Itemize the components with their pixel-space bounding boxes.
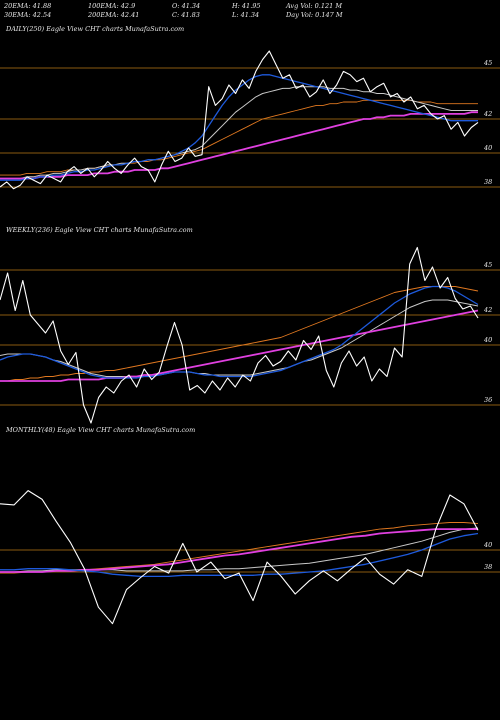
y-tick-label: 38 (484, 178, 492, 186)
price-line (0, 50, 479, 190)
monthly-panel-title: MONTHLY(48) Eagle View CHT charts Munafa… (6, 426, 196, 434)
weekly-panel-title: WEEKLY(236) Eagle View CHT charts Munafa… (6, 226, 193, 234)
close-readout: C: 41.83 (172, 11, 200, 19)
high-readout: H: 41.95 (232, 2, 261, 10)
y-tick-label: 38 (484, 563, 492, 571)
ema-slow-line (0, 522, 479, 574)
ema-long-line (0, 111, 478, 180)
avg-vol-readout: Avg Vol: 0.121 M (286, 2, 343, 10)
y-tick-label: 36 (484, 396, 492, 404)
ema-fast-line (0, 74, 478, 181)
ema-slow-line (0, 99, 478, 176)
y-tick-label: 42 (483, 110, 492, 118)
y-tick-label: 40 (483, 144, 492, 152)
ema20-readout: 20EMA: 41.88 (4, 2, 52, 10)
ema-slow-line (0, 286, 479, 382)
ema100-readout: 100EMA: 42.9 (88, 2, 136, 10)
open-readout: O: 41.34 (172, 2, 201, 10)
ema-fast-line (0, 532, 479, 578)
y-tick-label: 40 (483, 336, 492, 344)
day-vol-readout: Day Vol: 0.147 M (286, 11, 343, 19)
daily-panel-title: DAILY(250) Eagle View CHT charts MunafaS… (6, 25, 185, 33)
ema-mid-line (0, 299, 479, 377)
indicator-header: 20EMA: 41.88 100EMA: 42.9 O: 41.34 H: 41… (0, 0, 500, 20)
y-tick-label: 42 (483, 306, 492, 314)
low-readout: L: 41.34 (232, 11, 260, 19)
ema-mid-line (0, 86, 478, 179)
ema-fast-line (0, 285, 479, 379)
price-line (0, 490, 479, 625)
monthly-chart: 40 38 (0, 490, 500, 625)
price-line (0, 246, 479, 424)
ema-long-line (0, 528, 478, 573)
y-tick-label: 45 (483, 261, 492, 269)
daily-chart: 45 42 40 38 (0, 50, 500, 190)
ema30-readout: 30EMA: 42.54 (4, 11, 52, 19)
y-tick-label: 45 (483, 59, 492, 67)
ema200-readout: 200EMA: 42.41 (88, 11, 140, 19)
y-tick-label: 40 (483, 541, 492, 549)
weekly-chart: 45 42 40 36 (0, 246, 500, 424)
